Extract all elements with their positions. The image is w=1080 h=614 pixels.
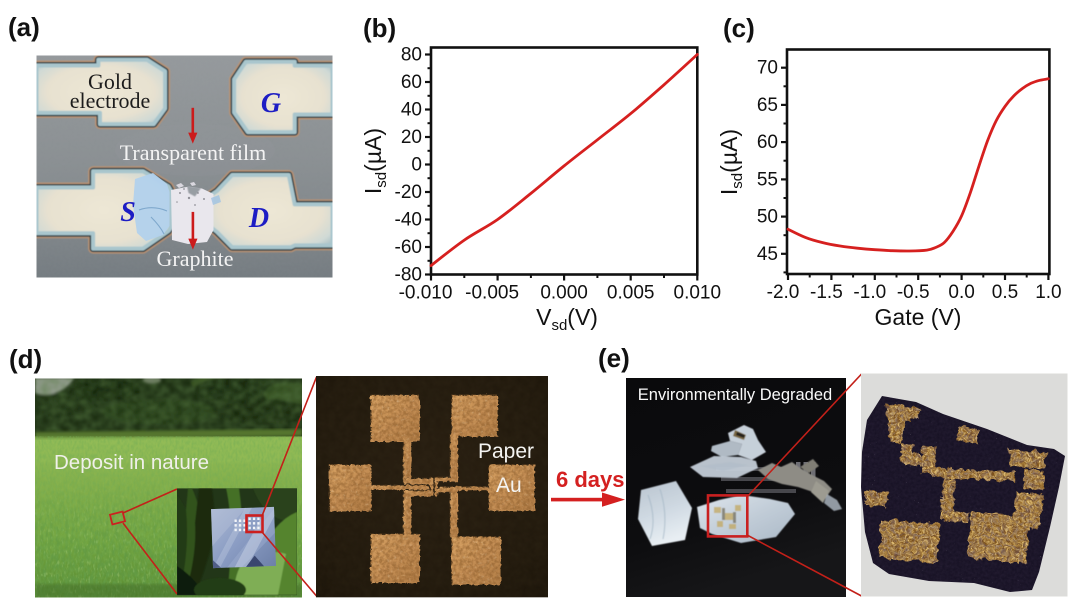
svg-text:(e): (e) (598, 343, 630, 373)
svg-text:55: 55 (757, 169, 778, 190)
svg-text:(a): (a) (8, 12, 40, 42)
svg-text:0.0: 0.0 (948, 282, 974, 303)
svg-text:45: 45 (757, 244, 778, 265)
svg-text:20: 20 (401, 127, 422, 148)
svg-text:Transparent film: Transparent film (120, 140, 266, 165)
svg-text:-0.005: -0.005 (465, 283, 519, 304)
svg-text:Gold: Gold (88, 69, 132, 94)
svg-text:Isd(µA): Isd(µA) (716, 129, 746, 195)
svg-text:0.5: 0.5 (992, 282, 1018, 303)
svg-text:(d): (d) (9, 344, 42, 374)
svg-text:G: G (261, 88, 281, 119)
svg-text:-1.0: -1.0 (853, 282, 886, 303)
svg-text:Paper: Paper (478, 440, 534, 463)
svg-text:0.010: 0.010 (674, 283, 722, 304)
svg-text:(c): (c) (723, 13, 755, 43)
svg-text:Deposit in nature: Deposit in nature (54, 451, 209, 474)
svg-text:S: S (120, 197, 136, 228)
svg-text:Gate (V): Gate (V) (875, 304, 962, 330)
svg-text:-40: -40 (395, 210, 422, 231)
svg-text:-0.5: -0.5 (897, 282, 930, 303)
svg-text:50: 50 (757, 207, 778, 228)
svg-text:-20: -20 (395, 182, 422, 203)
svg-text:65: 65 (757, 95, 778, 116)
svg-text:electrode: electrode (70, 88, 151, 113)
svg-text:-2.0: -2.0 (767, 282, 800, 303)
svg-text:40: 40 (401, 100, 422, 121)
svg-text:D: D (248, 203, 269, 234)
svg-text:0.005: 0.005 (607, 283, 655, 304)
svg-text:-0.010: -0.010 (399, 283, 453, 304)
svg-text:0: 0 (411, 155, 422, 176)
svg-text:1.0: 1.0 (1035, 282, 1061, 303)
svg-text:-1.5: -1.5 (810, 282, 843, 303)
svg-text:Isd(µA): Isd(µA) (360, 128, 390, 194)
svg-text:6 days: 6 days (556, 467, 625, 492)
svg-text:60: 60 (757, 132, 778, 153)
svg-text:80: 80 (401, 45, 422, 66)
svg-text:(b): (b) (363, 13, 396, 43)
svg-text:60: 60 (401, 72, 422, 93)
svg-text:Environmentally Degraded: Environmentally Degraded (638, 386, 832, 404)
svg-text:70: 70 (757, 58, 778, 79)
svg-text:0.000: 0.000 (540, 283, 588, 304)
svg-text:-60: -60 (395, 237, 422, 258)
svg-text:Vsd(V): Vsd(V) (536, 304, 598, 334)
svg-text:Graphite: Graphite (157, 246, 234, 271)
svg-text:-80: -80 (395, 265, 422, 286)
svg-text:Au: Au (496, 474, 522, 497)
